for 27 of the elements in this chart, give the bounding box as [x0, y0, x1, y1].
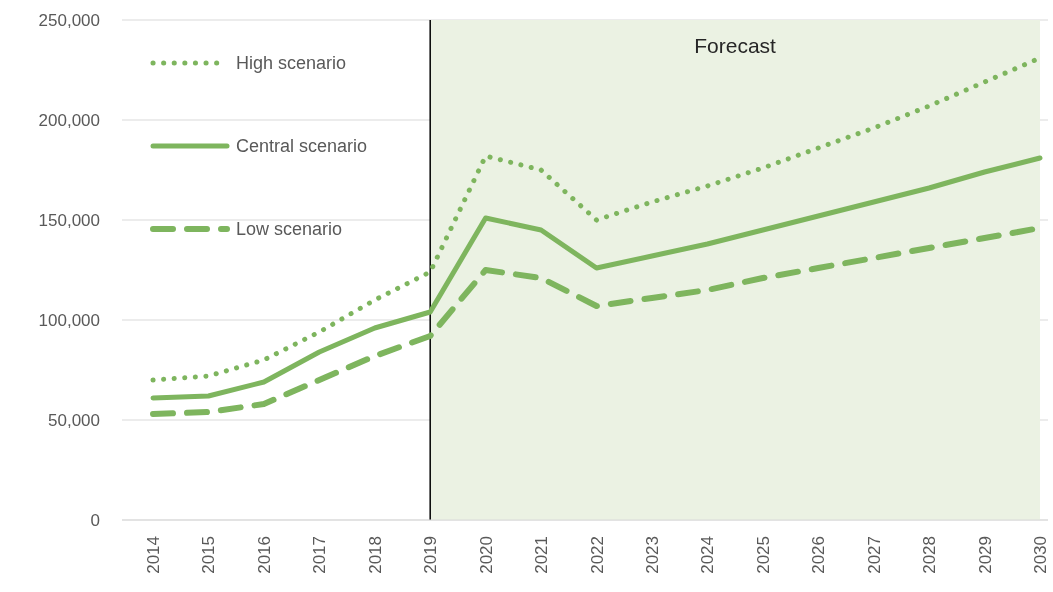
x-tick-label: 2026 — [809, 536, 829, 574]
x-tick-label: 2021 — [532, 536, 552, 574]
legend-label: Low scenario — [236, 219, 343, 239]
x-tick-label: 2024 — [698, 536, 718, 574]
x-tick-label: 2015 — [199, 536, 219, 574]
y-tick-label: 100,000 — [38, 311, 100, 331]
x-tick-label: 2027 — [864, 536, 884, 574]
y-tick-label: 250,000 — [38, 11, 100, 31]
x-tick-label: 2017 — [310, 536, 330, 574]
x-tick-label: 2030 — [1031, 536, 1050, 574]
x-tick-label: 2014 — [144, 536, 163, 574]
band-label: Forecast — [694, 33, 777, 57]
legend-label: High scenario — [236, 53, 347, 73]
x-tick-label: 2020 — [476, 536, 496, 574]
y-tick-label: 50,000 — [48, 411, 100, 431]
legend-label: Central scenario — [236, 136, 368, 156]
x-tick-label: 2016 — [254, 536, 274, 574]
x-tick-label: 2029 — [975, 536, 995, 574]
x-tick-label: 2018 — [365, 536, 385, 574]
x-tick-label: 2028 — [920, 536, 940, 574]
y-tick-label: 200,000 — [38, 111, 100, 131]
x-tick-label: 2023 — [642, 536, 662, 574]
x-tick-label: 2025 — [753, 536, 773, 574]
y-tick-label: 150,000 — [38, 211, 100, 231]
x-tick-label: 2019 — [421, 536, 441, 574]
y-tick-label: 0 — [90, 511, 100, 531]
x-tick-label: 2022 — [587, 536, 607, 574]
